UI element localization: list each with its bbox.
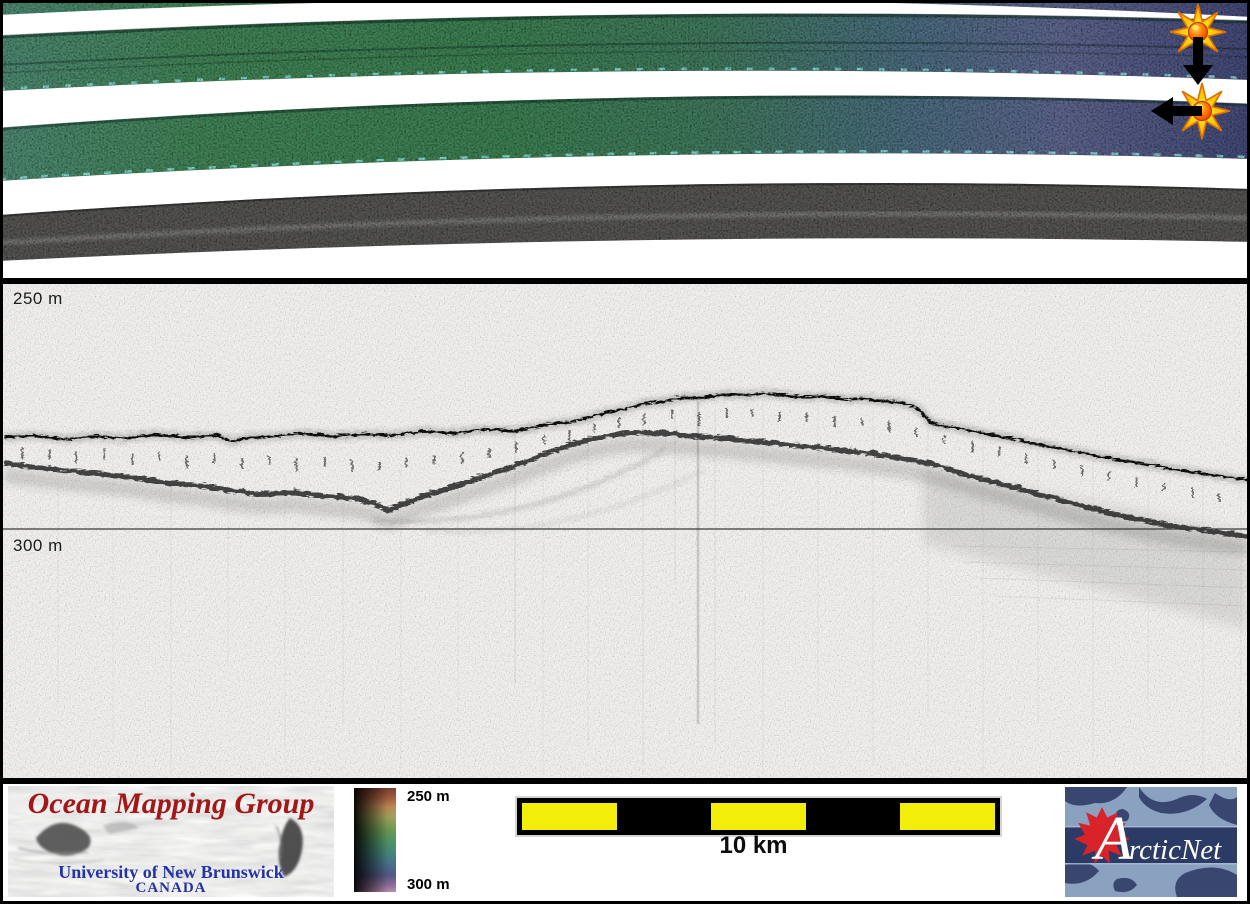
- color-scale-top-label: 250 m: [407, 788, 450, 805]
- omg-title: Ocean Mapping Group: [27, 787, 315, 820]
- bathymetry-swath-band-2: [3, 95, 1247, 181]
- deep-return-shading: [923, 469, 1247, 629]
- omg-logo-art: [8, 786, 334, 897]
- arcticnet-logo-art: ArcticNet: [1065, 787, 1237, 897]
- scale-bar-segment: [900, 803, 995, 830]
- deep-striations: [952, 545, 1247, 607]
- figure-canvas: 250 m 300 m: [3, 3, 1247, 901]
- subbottom-profile-graphic: [3, 284, 1247, 778]
- subbottom-reflector: [3, 428, 1247, 555]
- footer-legend-bar: Ocean Mapping Group University of New Br…: [3, 784, 1247, 901]
- omg-logo: Ocean Mapping Group University of New Br…: [8, 786, 334, 897]
- sonar-artwork: [13, 818, 303, 877]
- backscatter-swath-band: [3, 182, 1247, 261]
- scale-bar-segment: [616, 803, 712, 830]
- arctic-map-landmasses: [1065, 787, 1237, 897]
- omg-university: University of New Brunswick: [58, 862, 284, 882]
- arcticnet-wordmark: ArcticNet: [1091, 805, 1222, 873]
- arrow-down-icon: [1183, 37, 1213, 85]
- arcticnet-logo: ArcticNet: [1065, 787, 1237, 897]
- panel-divider: [3, 778, 1247, 784]
- arrow-left-icon: [1151, 97, 1202, 125]
- omg-country: CANADA: [135, 880, 207, 896]
- depth-label-300m: 300 m: [13, 536, 63, 555]
- panel-divider: [3, 278, 1247, 284]
- bathymetry-swath-band-top-sliver: [3, 3, 1247, 17]
- maple-leaf-icon: [1074, 807, 1130, 864]
- diffraction-marks: [20, 406, 1219, 501]
- distance-scale-bar: [515, 796, 1002, 837]
- swath-graphic: [3, 3, 1247, 261]
- scale-bar-segment: [522, 803, 617, 830]
- color-scale-bar: [354, 788, 396, 892]
- swath-panel: [3, 3, 1247, 278]
- subbottom-profile-panel: 250 m 300 m: [3, 284, 1247, 778]
- reflectors: [3, 387, 1247, 555]
- scale-bar-segment: [805, 803, 901, 830]
- color-scale-bottom-label: 300 m: [407, 876, 450, 893]
- depth-color-scale: 250 m 300 m: [354, 788, 464, 894]
- seabed-reflector: [3, 387, 1247, 484]
- scale-bar-segment: [711, 803, 806, 830]
- depth-label-250m: 250 m: [13, 289, 63, 308]
- scale-bar-label: 10 km: [719, 832, 788, 859]
